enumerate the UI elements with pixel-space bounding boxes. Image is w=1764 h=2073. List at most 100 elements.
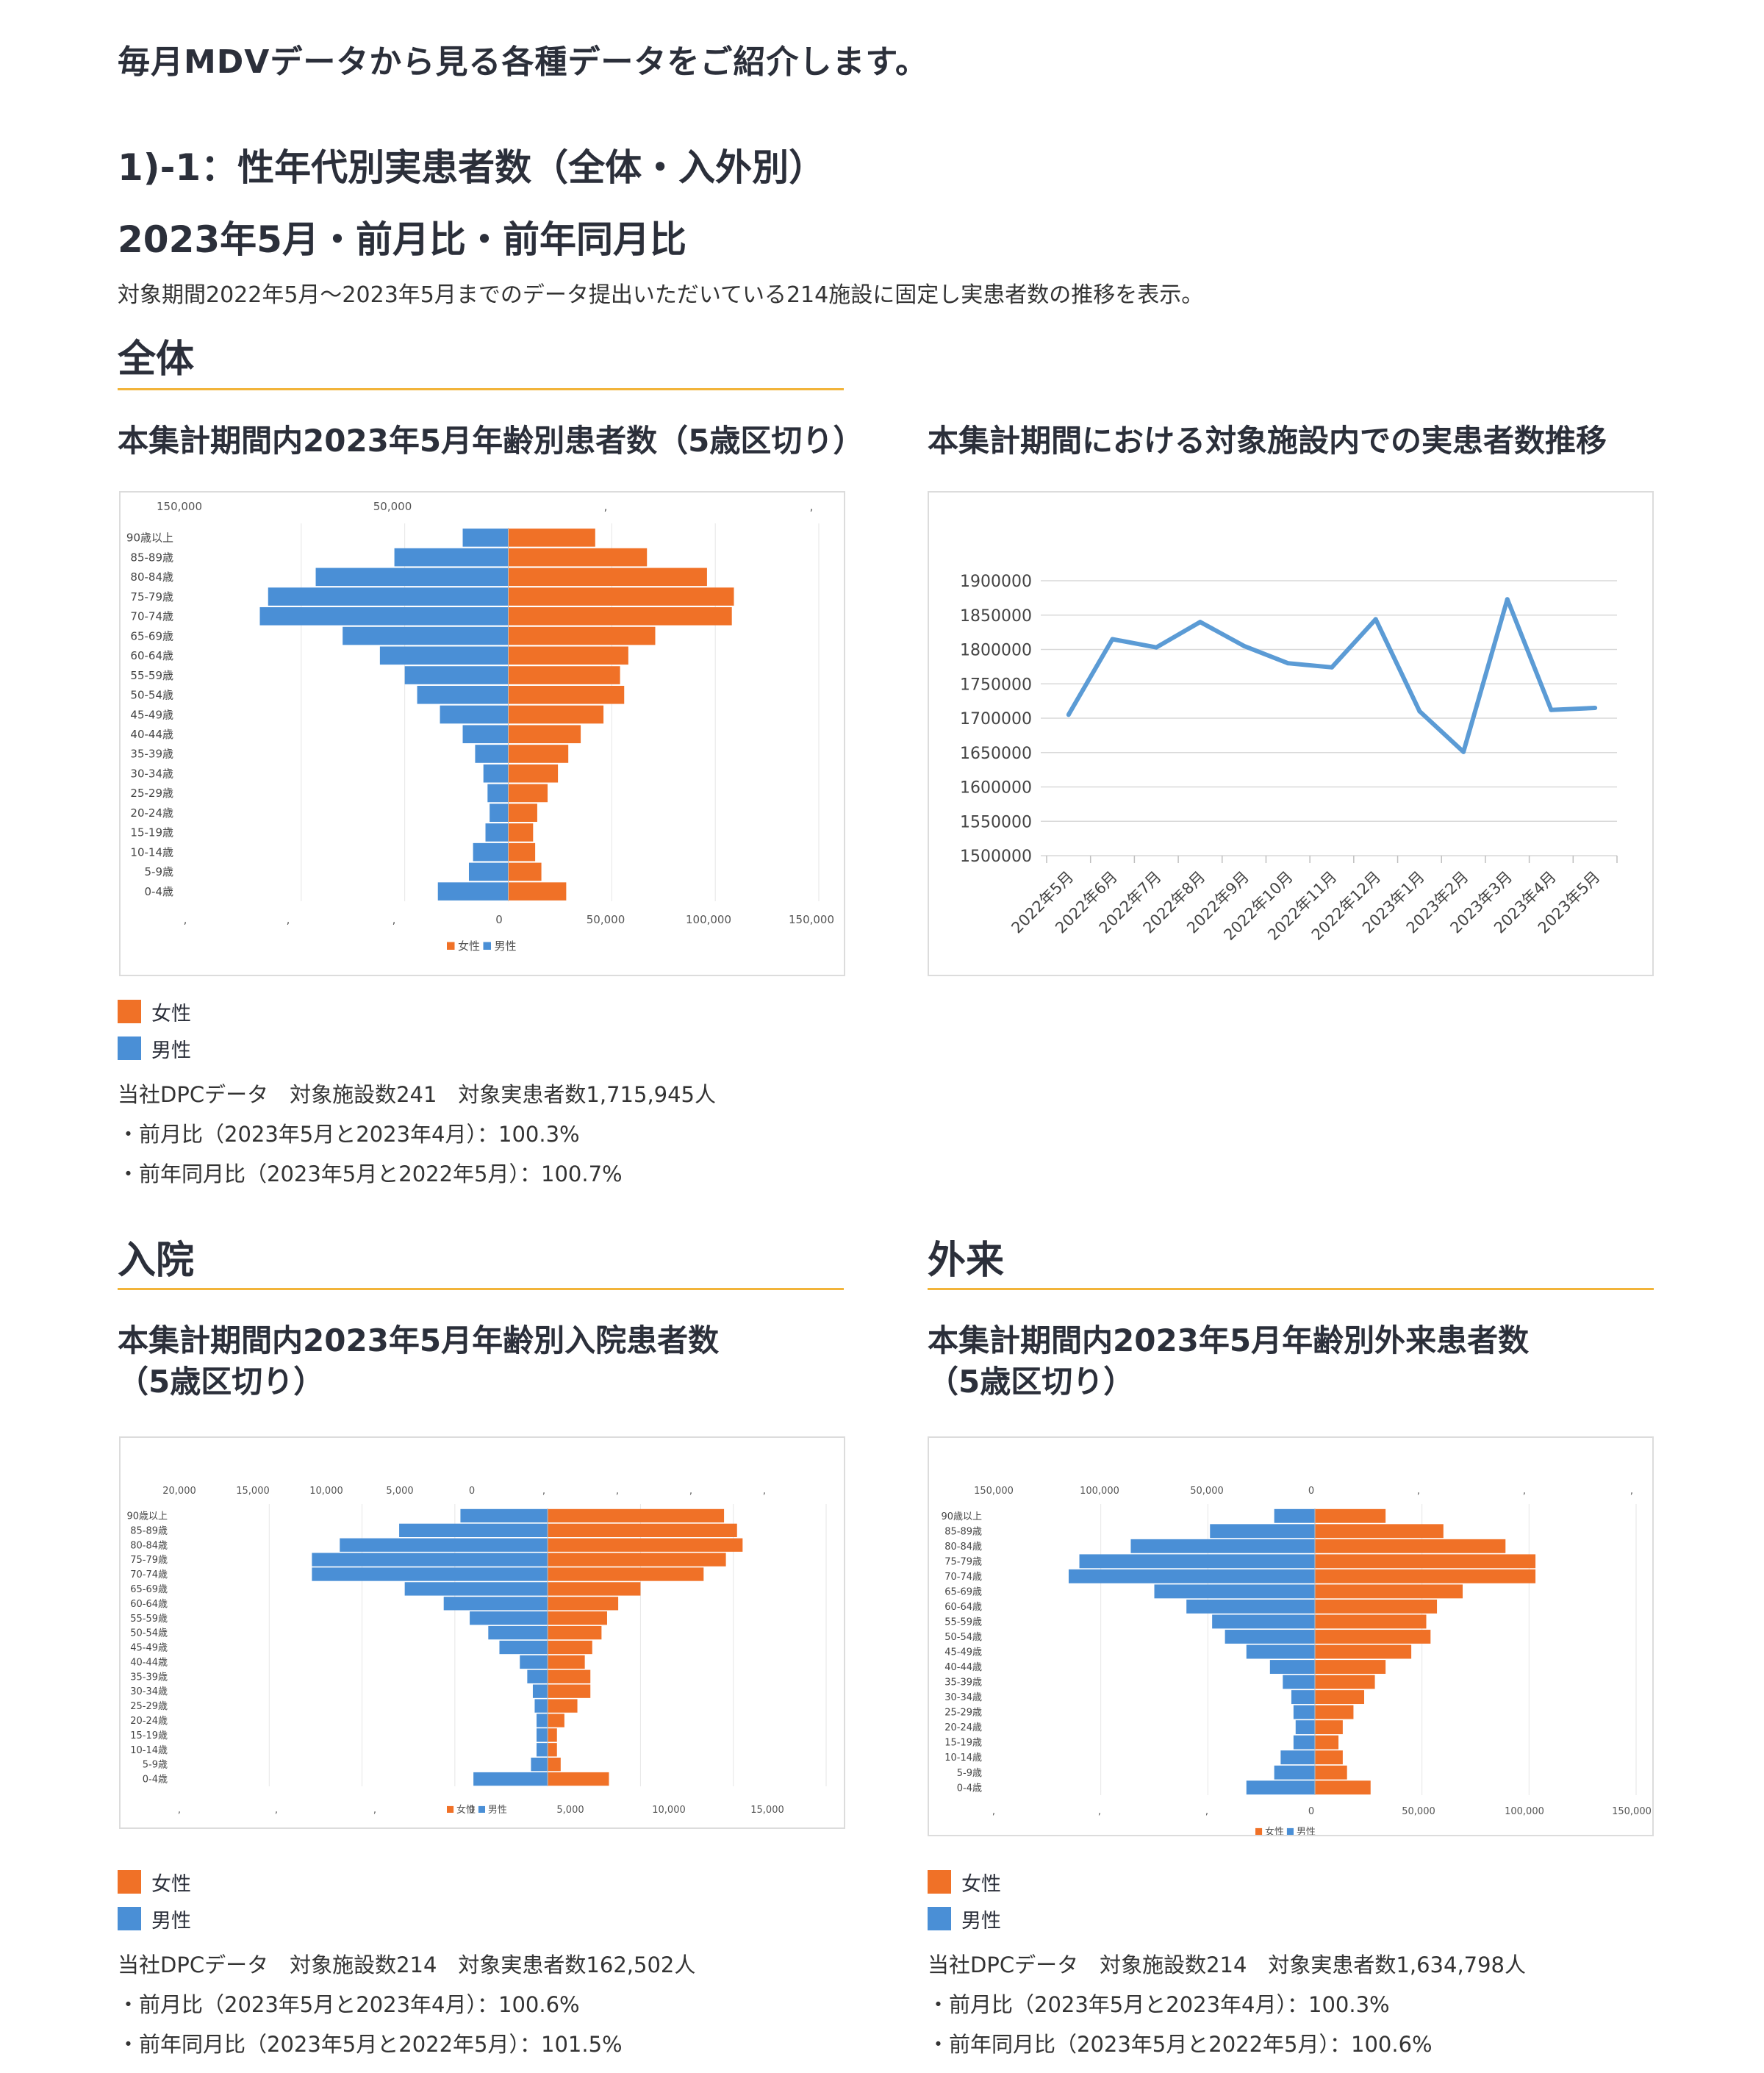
bar-male xyxy=(1295,1720,1315,1735)
bottom-tick-label: , xyxy=(275,1805,278,1816)
bar-female xyxy=(508,823,534,842)
bar-male xyxy=(470,1611,548,1625)
outpatient-pyramid-title: 本集計期間内2023年5月年齢別外来患者数 （5歳区切り） xyxy=(928,1320,1529,1403)
overall-mom: ・前月比（2023年5月と2023年4月）：100.3% xyxy=(118,1122,580,1147)
category-label: 75-79歳 xyxy=(130,590,173,604)
bar-female xyxy=(1315,1675,1375,1689)
inner-legend-female-swatch xyxy=(447,942,455,950)
bar-male xyxy=(404,1582,548,1596)
bottom-tick-label: 50,000 xyxy=(1402,1806,1435,1817)
bar-male xyxy=(404,666,509,684)
category-label: 10-14歳 xyxy=(130,845,173,859)
bottom-tick-label: 0 xyxy=(469,1805,475,1816)
category-label: 5-9歳 xyxy=(145,865,174,878)
inpatient-title-line2: （5歳区切り） xyxy=(118,1364,325,1400)
overall-pyramid-chart: 90歳以上 85-89歳 80-84歳 75-79歳 70-74歳 65-69歳 60-64… xyxy=(119,491,845,976)
overall-pyramid-svg: 90歳以上 85-89歳 80-84歳 75-79歳 70-74歳 65-69歳 60-64… xyxy=(126,500,834,953)
bar-female xyxy=(508,646,628,665)
legend-male-label: 男性 xyxy=(151,1909,191,1933)
data-point xyxy=(1110,637,1115,642)
bar-male xyxy=(462,529,509,547)
category-label: 55-59歳 xyxy=(130,1614,168,1625)
top-tick-label: 15,000 xyxy=(236,1486,270,1497)
bar-male xyxy=(536,1714,548,1728)
bar-female xyxy=(508,882,567,901)
data-point xyxy=(1286,661,1291,666)
category-label: 80-84歳 xyxy=(130,570,173,584)
y-tick-label: 1750000 xyxy=(960,676,1032,694)
category-label: 65-69歳 xyxy=(944,1586,982,1597)
data-point xyxy=(1505,597,1510,602)
category-label: 35-39歳 xyxy=(944,1678,982,1689)
section-heading: 1)-1：性年代別実患者数（全体・入外別） xyxy=(118,146,826,189)
bottom-tick-label: 50,000 xyxy=(587,913,625,926)
legend-female-label: 女性 xyxy=(961,1872,1001,1896)
category-label: 50-54歳 xyxy=(944,1632,982,1643)
bar-male xyxy=(1283,1675,1315,1689)
bottom-tick-label: 5,000 xyxy=(556,1805,584,1816)
bar-female xyxy=(548,1523,737,1537)
bar-male xyxy=(536,1728,548,1742)
category-label: 50-54歳 xyxy=(130,689,173,702)
category-label: 10-14歳 xyxy=(130,1745,168,1756)
bar-male xyxy=(343,626,509,645)
bar-female xyxy=(548,1538,743,1552)
category-label: 55-59歳 xyxy=(130,669,173,682)
bar-female xyxy=(1315,1524,1444,1539)
bar-male xyxy=(1293,1705,1315,1719)
bar-female xyxy=(508,803,537,822)
data-point xyxy=(1066,712,1071,717)
data-point xyxy=(1197,620,1202,625)
bar-female xyxy=(508,842,536,862)
top-tick-label: , xyxy=(604,500,608,513)
bar-female xyxy=(548,1611,607,1625)
data-point xyxy=(1549,707,1554,712)
overall-yoy: ・前年同月比（2023年5月と2022年5月）：100.7% xyxy=(118,1161,623,1186)
bar-male xyxy=(379,646,509,665)
outpatient-yoy: ・前年同月比（2023年5月と2022年5月）：100.6% xyxy=(928,2032,1433,2057)
bar-female xyxy=(508,607,732,626)
bar-male xyxy=(1280,1750,1315,1765)
bar-male xyxy=(488,1625,548,1640)
legend-male: 男性 xyxy=(118,1904,191,1933)
bar-female xyxy=(1315,1720,1343,1735)
category-label: 25-29歳 xyxy=(944,1708,982,1719)
bar-female xyxy=(508,666,620,684)
bar-male xyxy=(520,1655,548,1669)
bar-female xyxy=(1315,1599,1438,1614)
bar-male xyxy=(475,745,509,763)
male-swatch xyxy=(118,1036,141,1060)
bar-female xyxy=(508,568,707,587)
category-label: 35-39歳 xyxy=(130,748,173,761)
outpatient-stat-line: 当社DPCデータ 対象施設数214 対象実患者数1,634,798人 xyxy=(928,1952,1527,1977)
category-label: 20-24歳 xyxy=(944,1722,982,1733)
category-label: 30-34歳 xyxy=(944,1692,982,1703)
bar-female xyxy=(1315,1765,1347,1780)
bar-female xyxy=(508,685,625,704)
bar-female xyxy=(508,587,734,606)
inpatient-pyramid-title: 本集計期間内2023年5月年齢別入院患者数 （5歳区切り） xyxy=(118,1320,719,1403)
bar-male xyxy=(1291,1690,1315,1705)
female-swatch xyxy=(118,1000,141,1023)
bar-female xyxy=(508,705,604,724)
bar-male xyxy=(1246,1644,1315,1659)
inner-legend-female-label: 女性 xyxy=(458,939,480,953)
bar-female xyxy=(548,1743,557,1757)
top-tick-label: , xyxy=(542,1486,545,1497)
y-tick-label: 1650000 xyxy=(960,745,1032,763)
inpatient-yoy: ・前年同月比（2023年5月と2022年5月）：101.5% xyxy=(118,2032,623,2057)
bottom-tick-label: 100,000 xyxy=(686,913,731,926)
category-label: 50-54歳 xyxy=(130,1628,168,1639)
category-label: 25-29歳 xyxy=(130,1701,168,1712)
category-label: 40-44歳 xyxy=(130,1657,168,1668)
bar-male xyxy=(340,1538,548,1552)
bar-male xyxy=(315,568,509,587)
bar-male xyxy=(1212,1614,1315,1629)
bottom-tick-label: 100,000 xyxy=(1505,1806,1544,1817)
outpatient-title-line2: （5歳区切り） xyxy=(928,1364,1135,1400)
category-label: 25-29歳 xyxy=(130,787,173,800)
bar-male xyxy=(460,1508,548,1523)
category-label: 15-19歳 xyxy=(944,1738,982,1749)
legend-female: 女性 xyxy=(118,1867,191,1897)
bar-female xyxy=(508,626,656,645)
